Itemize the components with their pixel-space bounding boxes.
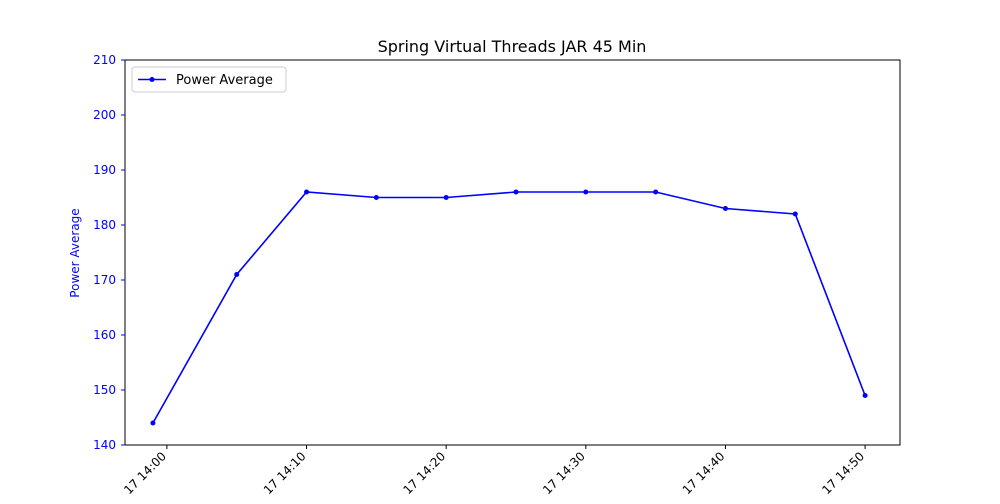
x-tick-label: 17 14:00	[121, 449, 169, 497]
series-line	[152, 191, 866, 424]
y-axis-label: Power Average	[68, 208, 82, 297]
legend-box	[131, 66, 287, 93]
data-point	[513, 189, 519, 195]
y-tick-label: 160	[93, 328, 116, 342]
chart-title: Spring Virtual Threads JAR 45 Min	[378, 37, 647, 56]
y-tick-label: 210	[93, 53, 116, 67]
data-point	[443, 195, 449, 200]
data-point	[234, 272, 240, 277]
data-point	[583, 189, 589, 195]
y-tick-label: 140	[93, 438, 116, 452]
x-axis: 17 14:00 17 14:10 17 14:20 17 14:30 17 14:40…	[121, 445, 867, 497]
y-tick-label: 190	[93, 163, 116, 177]
plot-area	[124, 59, 901, 446]
legend-marker	[149, 77, 155, 82]
series-layer	[150, 189, 868, 426]
x-tick-label: 17 14:40	[680, 449, 728, 497]
legend: Power Average	[131, 66, 287, 93]
data-point	[792, 211, 798, 217]
x-tick-label: 17 14:30	[540, 449, 588, 497]
data-point	[653, 189, 659, 195]
data-point	[373, 195, 379, 200]
y-axis: 140 150 160 170 180 190 200 210	[93, 53, 125, 452]
y-tick-label: 180	[93, 218, 116, 232]
plot-frame	[124, 59, 901, 446]
x-tick-label: 17 14:10	[261, 449, 309, 497]
legend-label: Power Average	[176, 73, 273, 88]
data-point	[722, 206, 728, 211]
y-tick-label: 150	[93, 383, 116, 397]
y-tick-label: 200	[93, 108, 116, 122]
y-tick-label: 170	[93, 273, 116, 287]
data-point	[304, 189, 310, 195]
x-tick-label: 17 14:20	[400, 449, 448, 497]
data-point	[150, 420, 156, 426]
x-tick-label: 17 14:50	[819, 449, 867, 497]
data-point	[862, 393, 868, 398]
